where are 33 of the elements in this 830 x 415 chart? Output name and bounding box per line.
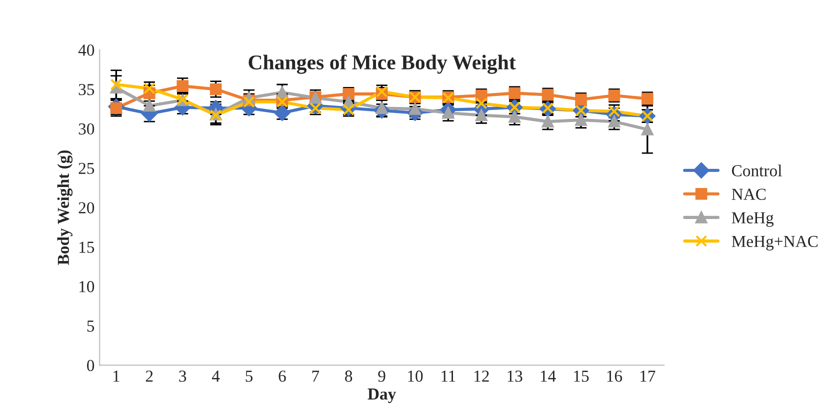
x-tick-label: 11 — [442, 370, 456, 382]
legend-label: MeHg+NAC — [732, 236, 818, 250]
y-axis-title: Body Weight (g) — [57, 150, 73, 265]
y-tick-label: 25 — [78, 162, 94, 174]
y-tick-label: 35 — [78, 84, 94, 96]
x-tick-label: 14 — [540, 370, 556, 382]
y-tick-label: 20 — [78, 202, 94, 214]
x-tick-label: 12 — [474, 370, 489, 382]
y-tick-label: 30 — [78, 123, 94, 135]
x-tick-label: 16 — [607, 370, 622, 382]
legend-label: MeHg — [732, 212, 774, 227]
x-tick-label: 13 — [508, 370, 522, 382]
y-tick-label: 15 — [80, 242, 94, 253]
x-tick-label: 10 — [408, 370, 423, 382]
x-tick-label: 9 — [378, 370, 386, 382]
legend-label: Control — [732, 164, 782, 176]
x-tick-label: 2 — [146, 370, 153, 382]
y-tick-label: 0 — [87, 360, 94, 372]
x-tick-label: 1 — [114, 370, 120, 382]
x-axis-title: Day — [368, 388, 396, 404]
x-tick-label: 7 — [312, 370, 320, 382]
legend-label: NAC — [732, 188, 766, 200]
x-tick-label: 3 — [179, 370, 186, 382]
x-tick-label: 6 — [278, 370, 286, 382]
x-tick-label: 15 — [574, 370, 589, 382]
chart-title: Changes of Mice Body Weight — [248, 54, 516, 74]
x-tick-label: 5 — [246, 370, 253, 382]
y-tick-label: 40 — [78, 44, 94, 56]
y-tick-label: 5 — [87, 320, 94, 332]
x-tick-label: 8 — [345, 370, 352, 382]
x-tick-label: 4 — [212, 370, 220, 382]
y-tick-label: 10 — [80, 281, 94, 292]
x-tick-label: 17 — [640, 370, 656, 382]
